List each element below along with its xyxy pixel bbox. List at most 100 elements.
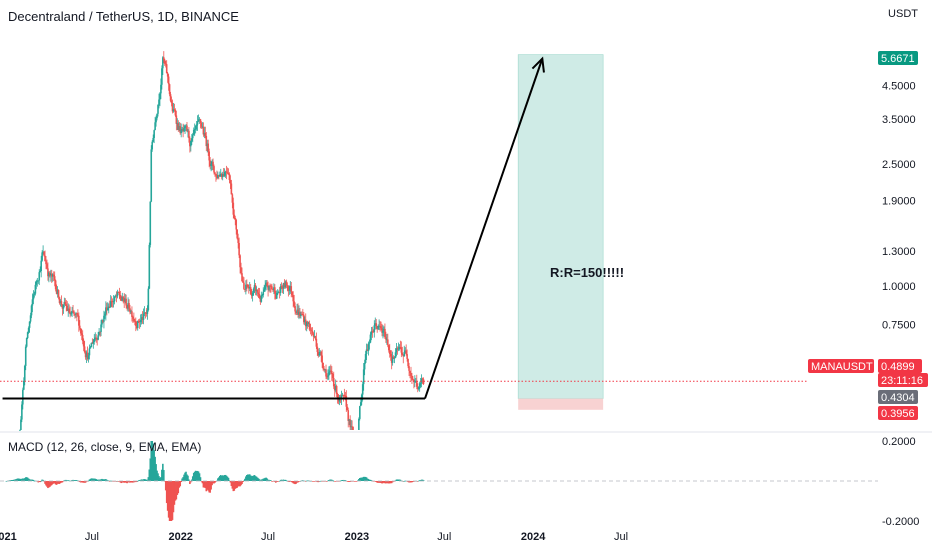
candle-body: [266, 282, 268, 286]
candle-body: [50, 273, 52, 276]
macd-bar: [110, 480, 113, 482]
candle-body: [188, 130, 190, 139]
macd-bar: [90, 478, 93, 481]
candle-body: [134, 320, 136, 322]
macd-bar: [78, 481, 81, 483]
candle-body: [275, 293, 277, 299]
candle-body: [294, 306, 296, 312]
candle-body: [172, 109, 175, 112]
candle-body: [370, 331, 373, 335]
macd-bar: [260, 479, 263, 481]
candle-body: [135, 321, 137, 326]
candle-body: [146, 310, 149, 314]
candle-body: [227, 172, 230, 175]
macd-bar: [163, 470, 165, 481]
candle-body: [331, 374, 334, 379]
macd-bar: [203, 481, 206, 488]
macd-bar: [386, 481, 388, 484]
candle-body: [307, 323, 310, 325]
risk-reward-label: R:R=150!!!!!: [550, 265, 624, 280]
macd-bar: [56, 481, 59, 484]
candle-body: [131, 311, 133, 317]
candle-body: [176, 123, 179, 124]
macd-bar: [28, 479, 31, 481]
macd-bar: [242, 481, 244, 483]
target-badge-bg: [878, 51, 918, 65]
macd-bar: [214, 481, 216, 483]
candle-body: [178, 126, 181, 130]
macd-bar: [353, 481, 355, 482]
candle-body: [296, 309, 298, 313]
macd-bar: [182, 477, 184, 481]
candle-body: [90, 342, 93, 348]
projection-arrow[interactable]: [424, 58, 544, 399]
stop-zone[interactable]: [518, 398, 604, 410]
price-tick-label: 3.5000: [882, 114, 916, 126]
macd-bar: [304, 481, 307, 482]
candle-body: [311, 330, 314, 334]
macd-bar: [95, 479, 98, 481]
macd-bar: [381, 481, 383, 484]
candle-body: [30, 305, 33, 316]
macd-bar: [5, 481, 8, 482]
macd-bar: [216, 480, 218, 482]
candle-body: [127, 303, 129, 309]
candle-body: [148, 244, 151, 289]
macd-bar: [388, 481, 391, 484]
candle-body: [270, 285, 272, 287]
candle-body: [345, 395, 348, 407]
candle-body: [99, 331, 101, 333]
candle-body: [198, 119, 201, 121]
candle-body: [22, 380, 25, 390]
macd-bar: [191, 479, 193, 481]
candle-body: [224, 171, 227, 173]
candle-body: [29, 315, 32, 322]
candle-body: [51, 274, 54, 277]
candle-body: [73, 311, 75, 315]
price-tick-label: 1.3000: [882, 246, 916, 258]
candle-body: [228, 174, 231, 181]
macd-bar: [215, 481, 217, 482]
candle-body: [283, 282, 286, 288]
candle-body: [38, 272, 41, 281]
candle-body: [387, 339, 389, 346]
candle-body: [23, 365, 26, 381]
macd-bar: [237, 481, 239, 487]
candle-body: [243, 282, 245, 289]
candle-body: [136, 320, 139, 329]
candle-body: [202, 126, 205, 135]
macd-bar: [267, 479, 269, 481]
candle-body: [235, 219, 238, 230]
macd-bar: [138, 480, 141, 481]
candle-body: [144, 312, 147, 314]
macd-bar: [164, 481, 167, 491]
candle-body: [362, 369, 365, 385]
candle-body: [301, 314, 303, 315]
macd-bar: [165, 481, 168, 504]
candle-body: [406, 354, 408, 359]
candle-body: [53, 276, 56, 281]
macd-bar: [257, 478, 260, 481]
candle-body: [256, 289, 259, 293]
candle-body: [275, 292, 278, 299]
price-tick-label: 4.5000: [882, 80, 916, 92]
candle-body: [274, 287, 276, 294]
candle-body: [383, 328, 385, 331]
candle-body: [261, 295, 264, 296]
target-zone[interactable]: [517, 54, 604, 399]
macd-bar: [108, 481, 111, 482]
macd-bar: [227, 477, 230, 481]
candle-body: [271, 286, 273, 290]
macd-bar: [60, 481, 63, 483]
candle-body: [315, 338, 318, 347]
macd-bar: [198, 473, 201, 481]
candle-body: [331, 371, 333, 375]
candle-body: [302, 314, 304, 315]
macd-bar: [417, 480, 420, 482]
candle-body: [306, 321, 309, 324]
candle-body: [52, 274, 55, 277]
macd-bar: [38, 481, 41, 482]
candle-body: [399, 346, 402, 348]
macd-bar: [106, 479, 108, 481]
